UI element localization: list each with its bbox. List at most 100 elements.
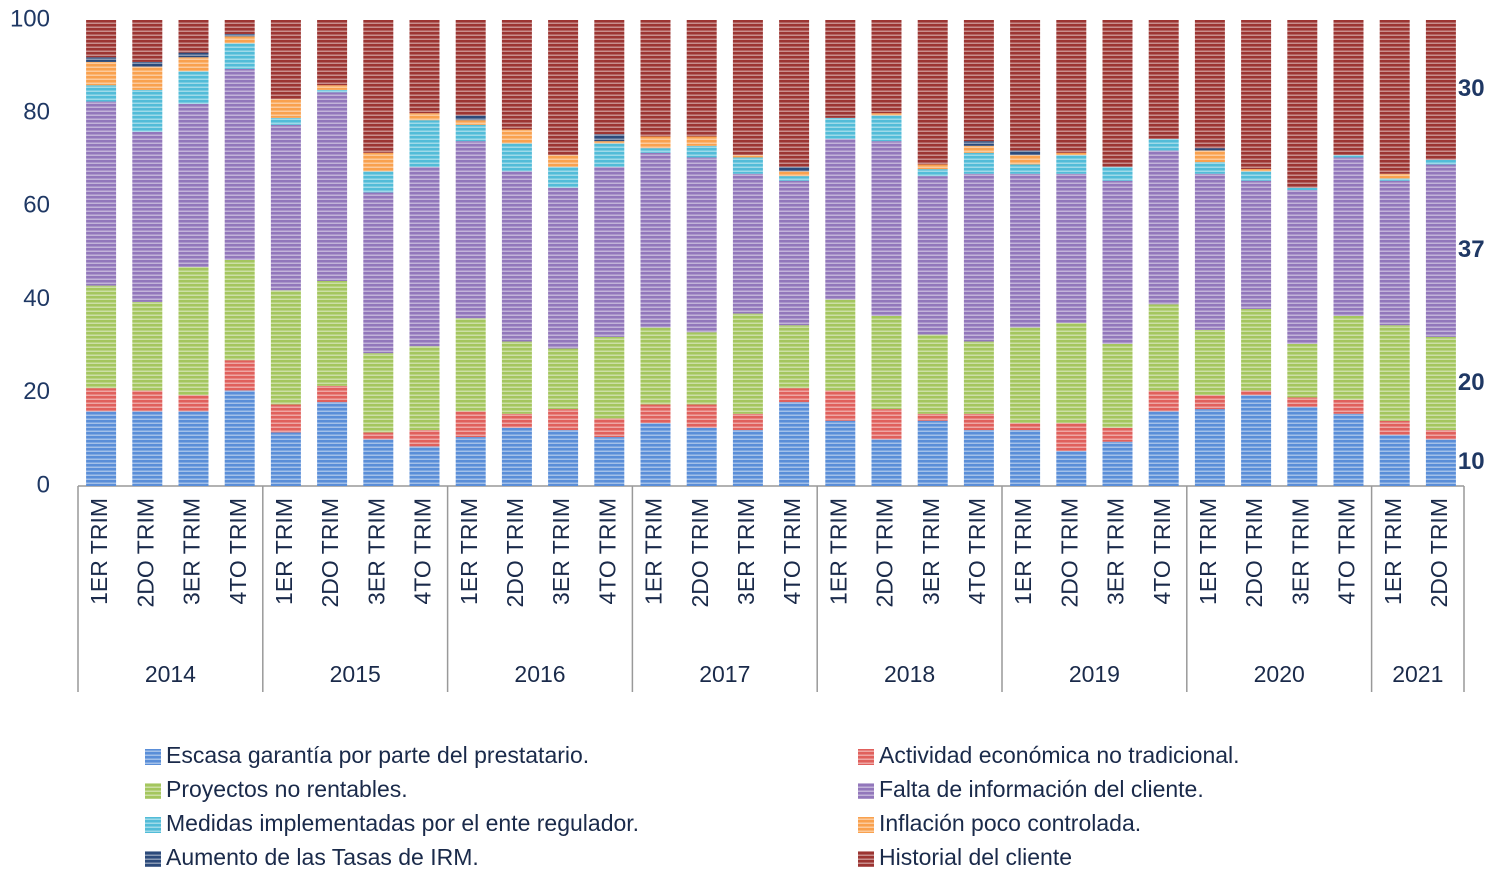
bar-segment (732, 413, 763, 431)
bar-segment (86, 411, 117, 486)
bar-segment (86, 57, 117, 62)
bar-segment (86, 101, 117, 286)
x-tick-label: 4TO TRIM (964, 498, 990, 605)
bar-segment (363, 152, 394, 172)
bar-segment (224, 36, 255, 44)
bar-segment (871, 439, 902, 486)
bar-segment (732, 157, 763, 174)
bar-segment (640, 423, 671, 486)
y-tick-label: 20 (23, 378, 50, 405)
bar-segment (178, 395, 209, 412)
bar-segment (132, 20, 163, 62)
x-tick-label: 3ER TRIM (179, 498, 205, 605)
bar-segment (825, 138, 856, 300)
bar-segment (686, 404, 717, 428)
bar-segment (963, 20, 994, 142)
bar-segment (1102, 427, 1133, 442)
bar-segment (1102, 180, 1133, 344)
bar-segment (178, 103, 209, 267)
bar-segment (1287, 187, 1318, 191)
bar-segment (1241, 169, 1272, 172)
bar-segment (640, 136, 671, 149)
legend-swatch (858, 749, 874, 765)
bar-segment (779, 20, 810, 167)
legend-label: Inflación poco controlada. (879, 810, 1141, 836)
bar-segment (1333, 155, 1364, 158)
bar-segment (455, 437, 486, 486)
bar-segment (270, 99, 301, 118)
bar-segment (1241, 390, 1272, 396)
bar-segment (963, 173, 994, 342)
bar-segment (548, 187, 579, 349)
legend-swatch (145, 817, 161, 833)
bar-segment (132, 131, 163, 302)
x-tick-label: 4TO TRIM (225, 498, 251, 605)
x-tick-label: 2DO TRIM (687, 498, 713, 607)
bar-segment (1102, 441, 1133, 486)
bar-segment (1102, 20, 1133, 167)
bar-segment (224, 43, 255, 69)
bar-segment (501, 413, 532, 428)
bar-segment (455, 141, 486, 319)
y-tick-label: 40 (23, 285, 50, 312)
bar-segment (1194, 173, 1225, 330)
bar-segment (1010, 430, 1041, 486)
bar-segment (1287, 343, 1318, 398)
bar-segment (1379, 178, 1410, 181)
bar-segment (1425, 164, 1456, 337)
bar-segment (1241, 308, 1272, 391)
bar-segment (455, 411, 486, 438)
bar-segment (1287, 20, 1318, 188)
bar-segment (270, 290, 301, 405)
bar-segment (132, 411, 163, 486)
bar-segment (640, 20, 671, 137)
bar-segment (640, 404, 671, 424)
bar-segment (1056, 423, 1087, 452)
x-tick-label: 4TO TRIM (1334, 498, 1360, 605)
bar-segment (363, 192, 394, 354)
bar-segment (1056, 152, 1087, 156)
bar-segment (640, 148, 671, 153)
bar-segment (917, 334, 948, 414)
bar-segment (409, 430, 440, 447)
legend-swatch (145, 783, 161, 799)
x-tick-label: 1ER TRIM (641, 498, 667, 605)
bar-segment (1010, 327, 1041, 424)
x-tick-label: 1ER TRIM (1380, 498, 1406, 605)
bar-segment (594, 141, 625, 144)
bar-segment (270, 404, 301, 433)
bar-segment (363, 353, 394, 433)
bar-segment (317, 385, 348, 403)
bar-segment (1379, 20, 1410, 174)
bar-segment (732, 313, 763, 414)
x-tick-label: 2DO TRIM (1426, 498, 1452, 607)
bar-segment (363, 20, 394, 153)
bar-segment (825, 390, 856, 421)
y-tick-label: 80 (23, 99, 50, 126)
legend-label: Falta de información del cliente. (879, 776, 1204, 802)
x-tick-label: 2DO TRIM (502, 498, 528, 607)
bar-segment (132, 66, 163, 90)
x-tick-label: 1ER TRIM (86, 498, 112, 605)
bar-segment (317, 85, 348, 90)
bar-segment (1379, 180, 1410, 326)
bar-segment (594, 134, 625, 142)
bar-segment (132, 390, 163, 412)
bar-segment (178, 52, 209, 58)
bar-segment (640, 327, 671, 405)
x-tick-label: 1ER TRIM (1195, 498, 1221, 605)
bar-segment (871, 315, 902, 410)
legend-label: Medidas implementadas por el ente regula… (166, 810, 639, 836)
group-label: 2017 (699, 661, 750, 687)
bar-segment (548, 430, 579, 486)
bar-segment (1194, 162, 1225, 174)
x-tick-label: 3ER TRIM (733, 498, 759, 605)
bar-segment (1287, 406, 1318, 486)
bar-segment (1056, 20, 1087, 153)
bar-segment (1010, 173, 1041, 328)
x-tick-label: 2DO TRIM (1056, 498, 1082, 607)
x-tick-label: 1ER TRIM (1010, 498, 1036, 605)
bar-segment (779, 171, 810, 177)
bar-segment (594, 20, 625, 135)
